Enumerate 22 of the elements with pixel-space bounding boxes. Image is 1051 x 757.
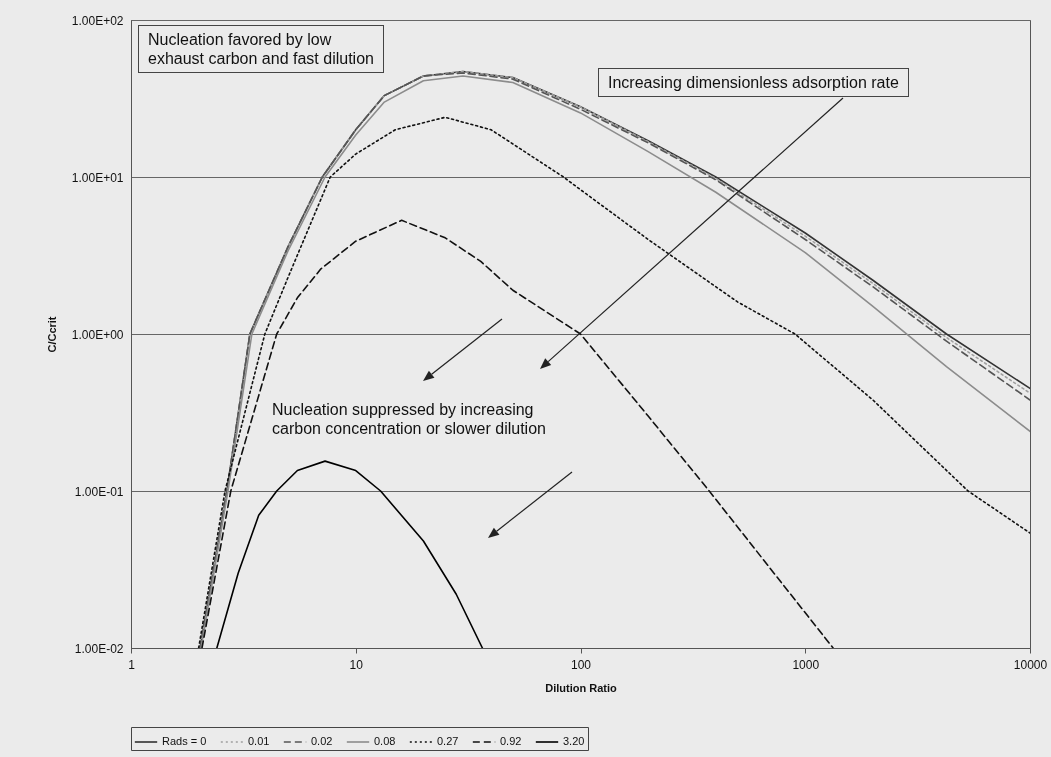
legend-label: 0.92 bbox=[500, 735, 522, 747]
y-axis-title: C/Ccrit bbox=[45, 316, 58, 353]
x-tick-label: 100 bbox=[570, 657, 592, 672]
annotation: Nucleation suppressed by increasing carbon concentration or slower dilution bbox=[272, 400, 546, 438]
legend-label: Rads = 0 bbox=[162, 735, 207, 747]
legend-label: 3.20 bbox=[563, 735, 585, 747]
legend-label: 0.08 bbox=[374, 735, 396, 747]
legend-label: 0.01 bbox=[248, 735, 270, 747]
annotation: Increasing dimensionless adsorption rate bbox=[598, 68, 909, 97]
y-tick-label: 1.00E+01 bbox=[71, 170, 124, 185]
y-tick-label: 1.00E-01 bbox=[74, 484, 124, 499]
x-axis-title: Dilution Ratio bbox=[545, 681, 618, 694]
y-tick-label: 1.00E+00 bbox=[71, 327, 124, 342]
x-tick-label: 1000 bbox=[792, 657, 820, 672]
y-tick-label: 1.00E-02 bbox=[74, 641, 124, 656]
y-tick-label: 1.00E+02 bbox=[71, 13, 124, 28]
x-tick-label: 1 bbox=[128, 657, 136, 672]
legend-label: 0.02 bbox=[311, 735, 333, 747]
annotation: Nucleation favored by low exhaust carbon and fast dilution bbox=[138, 25, 384, 73]
legend-label: 0.27 bbox=[437, 735, 459, 747]
x-tick-label: 10 bbox=[349, 657, 364, 672]
x-tick-label: 10000 bbox=[1013, 657, 1048, 672]
